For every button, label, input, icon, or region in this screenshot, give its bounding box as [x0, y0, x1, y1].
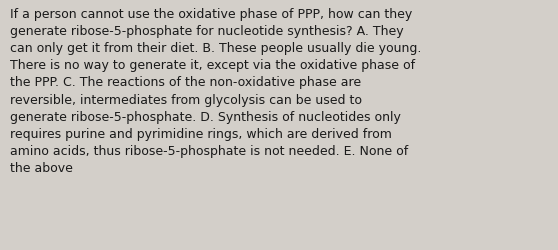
Text: If a person cannot use the oxidative phase of PPP, how can they
generate ribose-: If a person cannot use the oxidative pha…: [10, 8, 421, 175]
